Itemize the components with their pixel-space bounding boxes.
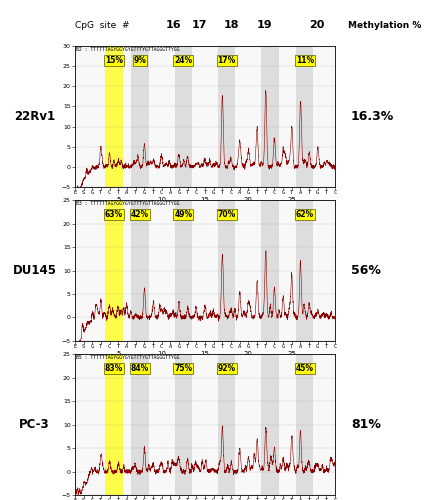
Text: PC-3: PC-3 — [19, 418, 50, 431]
Bar — [296, 46, 314, 187]
Text: 11%: 11% — [296, 56, 314, 64]
Text: B5 : TTTTTTAGYGGYGYGTTTYGТTAGGGТTYGG: B5 : TTTTTTAGYGGYGYGTTTYGТTAGGGТTYGG — [76, 355, 180, 360]
Text: 17: 17 — [192, 20, 208, 30]
Bar — [296, 200, 314, 341]
Text: B2 : TTTTTTAGYGGYGYGTTTYGТTAGGGТTYGG: B2 : TTTTTTAGYGGYGYGTTTYGТTAGGGТTYGG — [76, 47, 180, 52]
Text: B3 : TTTTTTAGYGGYGYGTTTYGТTAGGGТTYGG: B3 : TTTTTTAGYGGYGYGTTTYGТTAGGGТTYGG — [76, 201, 180, 206]
Text: 83%: 83% — [105, 364, 123, 372]
Bar — [105, 354, 123, 495]
Text: 84%: 84% — [131, 364, 149, 372]
Bar — [105, 200, 123, 341]
Bar — [218, 46, 235, 187]
Bar — [105, 46, 123, 187]
Text: CpG  site  #: CpG site # — [75, 20, 130, 30]
Text: 62%: 62% — [296, 210, 314, 218]
Text: 17%: 17% — [217, 56, 236, 64]
Text: 75%: 75% — [174, 364, 192, 372]
Text: 42%: 42% — [131, 210, 149, 218]
Text: 22Rv1: 22Rv1 — [14, 110, 55, 123]
Text: 49%: 49% — [174, 210, 192, 218]
Bar — [262, 200, 279, 341]
Text: Methylation %: Methylation % — [348, 21, 422, 30]
Text: 81%: 81% — [351, 418, 381, 431]
Text: 70%: 70% — [217, 210, 236, 218]
Text: 92%: 92% — [218, 364, 236, 372]
Text: 19: 19 — [257, 20, 273, 30]
Bar — [131, 200, 149, 341]
Bar — [131, 354, 149, 495]
Text: 18: 18 — [223, 20, 239, 30]
Text: 20: 20 — [309, 20, 325, 30]
Text: 63%: 63% — [105, 210, 123, 218]
Text: DU145: DU145 — [13, 264, 56, 277]
Bar — [262, 354, 279, 495]
Text: 45%: 45% — [296, 364, 314, 372]
Text: 16: 16 — [166, 20, 182, 30]
Text: 56%: 56% — [351, 264, 381, 277]
Bar — [262, 46, 279, 187]
Bar — [175, 200, 192, 341]
Text: 16.3%: 16.3% — [351, 110, 394, 123]
Text: 9%: 9% — [134, 56, 146, 64]
Text: 15%: 15% — [105, 56, 123, 64]
Bar — [296, 354, 314, 495]
Text: 24%: 24% — [174, 56, 192, 64]
Bar — [131, 46, 149, 187]
Bar — [218, 354, 235, 495]
Bar — [175, 46, 192, 187]
Bar — [218, 200, 235, 341]
Bar — [175, 354, 192, 495]
